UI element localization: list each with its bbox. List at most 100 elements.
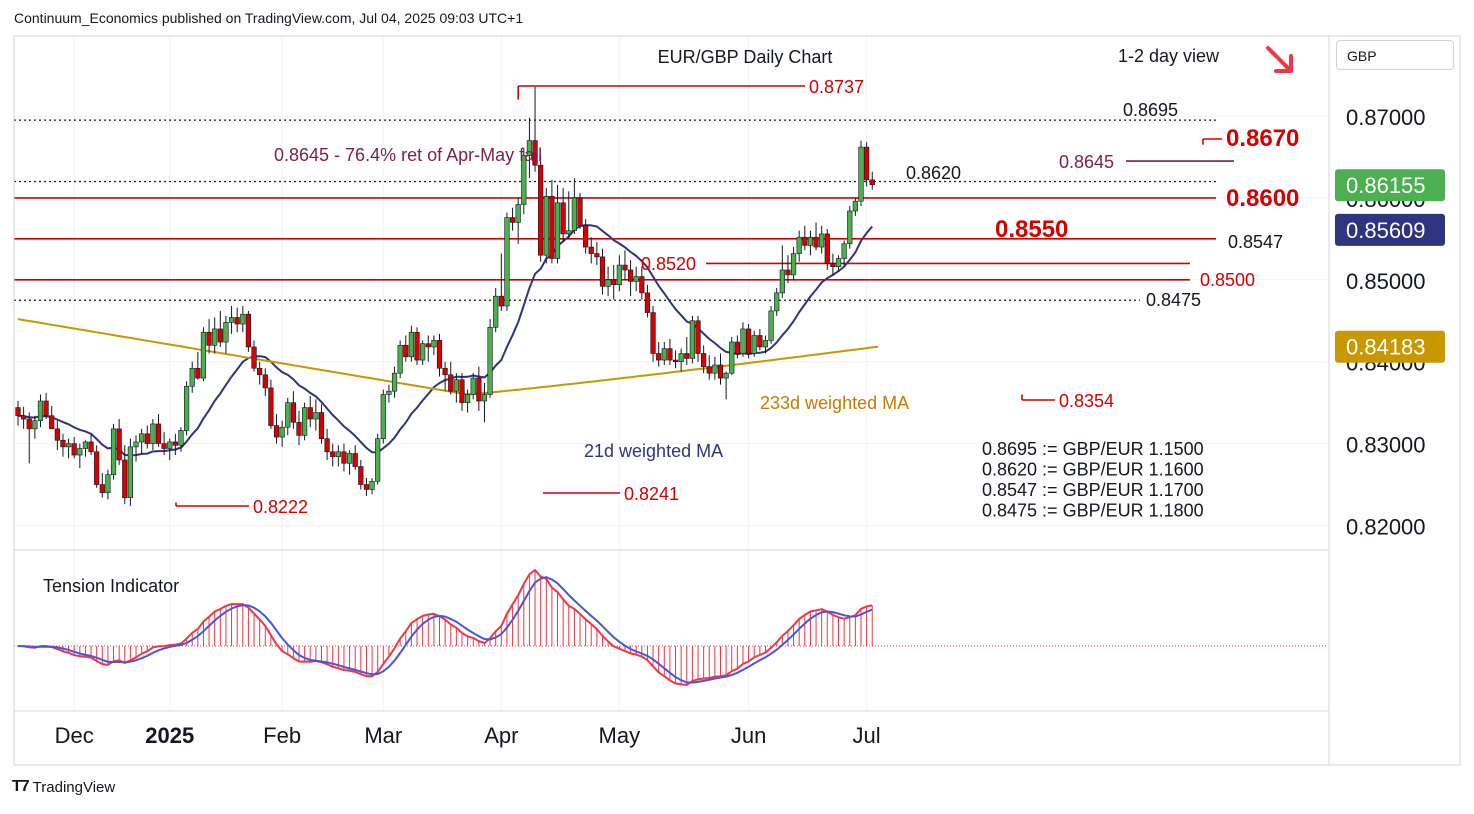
- candle-body: [26, 418, 32, 430]
- x-tick-label: Dec: [55, 723, 94, 748]
- candle: [487, 319, 493, 398]
- view-arrow-shaft: [1266, 46, 1292, 72]
- candle-body: [695, 320, 701, 354]
- y-tick-label: 0.87000: [1346, 105, 1426, 130]
- price-badge-label: 0.84183: [1346, 335, 1426, 360]
- candle: [538, 155, 544, 262]
- candle-body: [611, 279, 617, 286]
- candle-body: [583, 225, 589, 248]
- candle: [346, 450, 353, 475]
- candle-body: [279, 426, 285, 438]
- candle-body: [273, 425, 280, 438]
- candle-body: [54, 428, 60, 441]
- candle: [105, 469, 111, 500]
- candle: [554, 184, 561, 264]
- candle: [526, 117, 533, 179]
- candle: [21, 406, 27, 429]
- candle-body: [189, 367, 195, 387]
- candle: [273, 414, 280, 444]
- candle: [549, 179, 555, 264]
- candle-body: [155, 423, 162, 444]
- candle: [65, 438, 72, 459]
- candle: [302, 402, 308, 441]
- candle: [667, 338, 673, 365]
- candle-body: [341, 451, 347, 464]
- ma233-label: 233d weighted MA: [760, 393, 909, 413]
- candle: [599, 248, 606, 295]
- chart-title: EUR/GBP Daily Chart: [658, 47, 833, 67]
- candle: [363, 477, 370, 497]
- candle: [150, 419, 156, 451]
- candle-body: [824, 233, 830, 264]
- candle-body: [650, 312, 656, 354]
- candle-body: [358, 466, 364, 485]
- level-label: 0.8520: [641, 254, 696, 274]
- candle: [498, 253, 504, 311]
- candle-body: [21, 415, 27, 420]
- candle: [82, 440, 89, 457]
- candle: [60, 433, 66, 457]
- candle-body: [285, 402, 291, 428]
- candle: [71, 437, 77, 459]
- candle-body: [65, 443, 72, 448]
- candle-body: [802, 236, 808, 246]
- candle-body: [88, 441, 94, 453]
- candle-body: [302, 407, 308, 436]
- candle-body: [515, 204, 521, 223]
- candle-body: [262, 374, 268, 389]
- candle: [852, 197, 858, 216]
- candle-body: [206, 331, 212, 346]
- candle-body: [43, 400, 49, 417]
- candle-body: [560, 202, 566, 235]
- candle: [122, 445, 128, 505]
- candle: [729, 337, 735, 375]
- candle-body: [313, 412, 319, 420]
- candle-body: [425, 343, 431, 348]
- candle: [285, 397, 291, 436]
- candle: [431, 335, 437, 356]
- ma21-label: 21d weighted MA: [584, 441, 723, 461]
- candle: [335, 445, 341, 467]
- candle: [835, 255, 842, 272]
- candle-body: [346, 453, 353, 464]
- level-label: 0.8645: [1059, 152, 1114, 172]
- candle: [15, 401, 21, 426]
- candle-body: [228, 317, 235, 323]
- candle-body: [481, 394, 488, 402]
- candle: [762, 335, 769, 354]
- candle-body: [296, 422, 302, 436]
- candle: [504, 212, 510, 311]
- currency-selector[interactable]: GBP: [1336, 40, 1454, 70]
- candle-body: [723, 372, 729, 379]
- candle: [712, 356, 718, 380]
- candle-body: [448, 374, 454, 392]
- candle: [195, 351, 201, 380]
- candle-body: [133, 441, 139, 448]
- candle-body: [577, 197, 583, 227]
- candle-body: [234, 317, 240, 325]
- view-arrow-head: [1274, 54, 1293, 73]
- candle: [408, 325, 415, 362]
- level-label: 0.8547: [1228, 232, 1283, 252]
- candle-body: [139, 433, 145, 443]
- candle-body: [217, 328, 223, 343]
- candle-body: [200, 331, 207, 379]
- candle-body: [408, 331, 415, 358]
- tradingview-brand[interactable]: T7 TradingView: [12, 778, 115, 796]
- candle-body: [442, 367, 448, 376]
- price-badge-bg: [1335, 330, 1445, 363]
- candle-body: [470, 377, 476, 395]
- candle: [532, 85, 538, 172]
- candle-body: [768, 310, 774, 341]
- candle-body: [605, 279, 611, 287]
- swing-label: 0.8670: [1226, 125, 1299, 152]
- candle-body: [813, 236, 819, 248]
- candle: [622, 250, 628, 280]
- candle: [740, 322, 746, 357]
- candle-body: [195, 367, 201, 379]
- candle: [257, 361, 263, 385]
- candle-body: [656, 353, 662, 361]
- candle-body: [644, 292, 651, 313]
- candle-body: [82, 441, 89, 449]
